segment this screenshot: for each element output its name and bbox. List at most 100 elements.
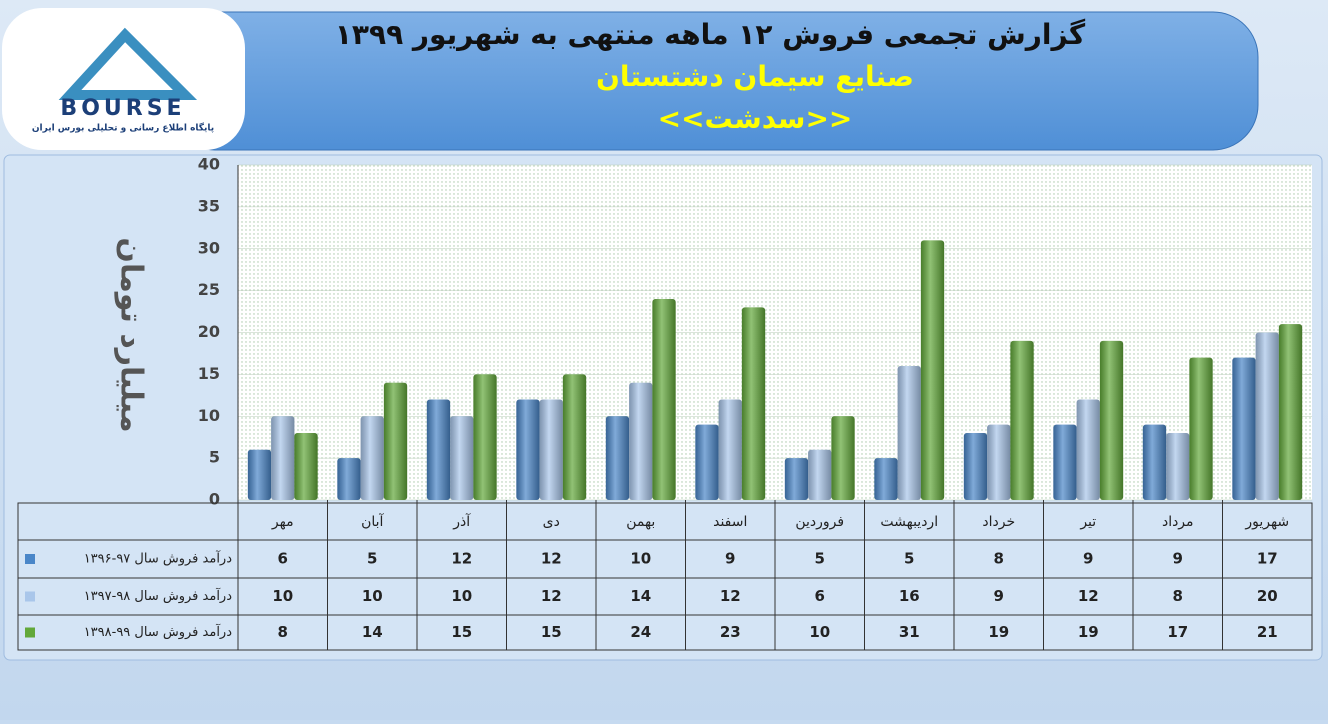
legend-swatch: [25, 627, 35, 638]
bar-shade: [784, 458, 809, 500]
table-value: 9: [1083, 550, 1093, 568]
x-tick-label: شهریور: [1244, 514, 1289, 530]
table-value: 9: [1173, 550, 1183, 568]
x-tick-label: تیر: [1079, 514, 1096, 530]
bar-shade: [539, 399, 563, 500]
bar-shade: [1076, 399, 1100, 500]
bar-shade: [1189, 357, 1213, 500]
y-tick-label: 0: [209, 490, 220, 509]
table-value: 12: [720, 587, 741, 605]
y-tick-label: 40: [198, 155, 220, 174]
x-tick-label: بهمن: [626, 514, 655, 530]
bar-shade: [360, 416, 384, 500]
logo-tagline: پایگاه اطلاع رسانی و تحلیلی بورس ایران: [32, 122, 214, 134]
table-value: 16: [899, 587, 920, 605]
table-value: 10: [362, 587, 383, 605]
bar-shade: [473, 374, 497, 500]
bar-shade: [383, 382, 408, 500]
bar-shade: [741, 307, 766, 500]
x-tick-label: آذر: [452, 513, 471, 530]
bar-shade: [652, 299, 676, 500]
table-value: 20: [1257, 587, 1278, 605]
chart-title: گزارش تجمعی فروش ۱۲ ماهه منتهی به شهریور…: [335, 18, 1086, 51]
legend-swatch: [25, 554, 35, 564]
bar-shade: [1010, 340, 1034, 500]
table-value: 10: [809, 623, 830, 641]
bar-shade: [695, 424, 719, 500]
y-tick-label: 5: [209, 448, 220, 467]
table-value: 5: [367, 550, 377, 568]
bar-shade: [831, 416, 855, 500]
x-tick-label: آبان: [361, 513, 384, 530]
bar-shade: [963, 433, 988, 500]
table-value: 15: [541, 623, 562, 641]
table-value: 12: [1078, 587, 1099, 605]
table-value: 9: [725, 550, 735, 568]
logo-box: [2, 8, 245, 150]
bar-shade: [897, 366, 921, 500]
table-value: 10: [451, 587, 472, 605]
bar-shade: [271, 416, 295, 500]
bar-shade: [1166, 433, 1190, 500]
bar-shade: [1142, 424, 1167, 500]
table-value: 24: [630, 623, 651, 641]
table-value: 9: [994, 587, 1004, 605]
bar-shade: [605, 416, 630, 500]
table-value: 12: [541, 550, 562, 568]
bar-shade: [629, 382, 653, 500]
table-value: 17: [1167, 623, 1188, 641]
table-value: 31: [899, 623, 920, 641]
bar-shade: [874, 458, 898, 500]
x-tick-label: مهر: [271, 514, 294, 530]
table-value: 15: [451, 623, 472, 641]
table-value: 21: [1257, 623, 1278, 641]
x-tick-label: مرداد: [1162, 514, 1194, 530]
bar-shade: [337, 458, 361, 500]
table-value: 8: [278, 623, 288, 641]
logo-icon: [58, 27, 198, 100]
bar-shade: [516, 399, 540, 500]
table-value: 14: [630, 587, 651, 605]
legend-label: درآمد فروش سال ۹۸-۱۳۹۷: [84, 587, 233, 604]
y-tick-label: 30: [198, 238, 220, 257]
table-value: 6: [278, 550, 288, 568]
bar-shade: [920, 240, 945, 500]
table-value: 23: [720, 623, 741, 641]
x-tick-label: فروردین: [795, 514, 844, 530]
legend-label: درآمد فروش سال ۹۷-۱۳۹۶: [84, 550, 233, 567]
bar-shade: [1278, 324, 1303, 500]
table-value: 14: [362, 623, 383, 641]
bar-shade: [1053, 424, 1077, 500]
bar-shade: [450, 416, 474, 500]
table-value: 6: [815, 587, 825, 605]
ticker: <<سدشت>>: [658, 102, 853, 135]
y-tick-label: 10: [198, 406, 220, 425]
x-tick-label: اردیبهشت: [880, 514, 938, 530]
table-value: 5: [815, 550, 825, 568]
bar-shade: [426, 399, 451, 500]
bar-shade: [808, 449, 832, 500]
table-value: 12: [541, 587, 562, 605]
bar-shade: [1255, 332, 1279, 500]
chart-subtitle: صنایع سیمان دشتستان: [596, 60, 914, 93]
table-value: 17: [1257, 550, 1278, 568]
bar-shade: [718, 399, 742, 500]
table-value: 10: [272, 587, 293, 605]
table-value: 19: [988, 623, 1009, 641]
bar-shade: [247, 449, 272, 500]
bar-shade: [1099, 340, 1124, 500]
legend-swatch: [25, 591, 35, 602]
bar-shade: [1232, 357, 1256, 500]
logo-name: BOURSE: [60, 96, 185, 121]
y-tick-label: 15: [198, 364, 220, 383]
table-value: 5: [904, 550, 914, 568]
y-tick-label: 25: [198, 280, 220, 299]
bar-shade: [987, 424, 1011, 500]
y-tick-label: 35: [198, 196, 220, 215]
x-tick-label: دی: [543, 514, 560, 530]
table-value: 8: [994, 550, 1004, 568]
bar-shade: [562, 374, 587, 500]
y-axis-label: میلیارد تومان: [114, 237, 149, 432]
